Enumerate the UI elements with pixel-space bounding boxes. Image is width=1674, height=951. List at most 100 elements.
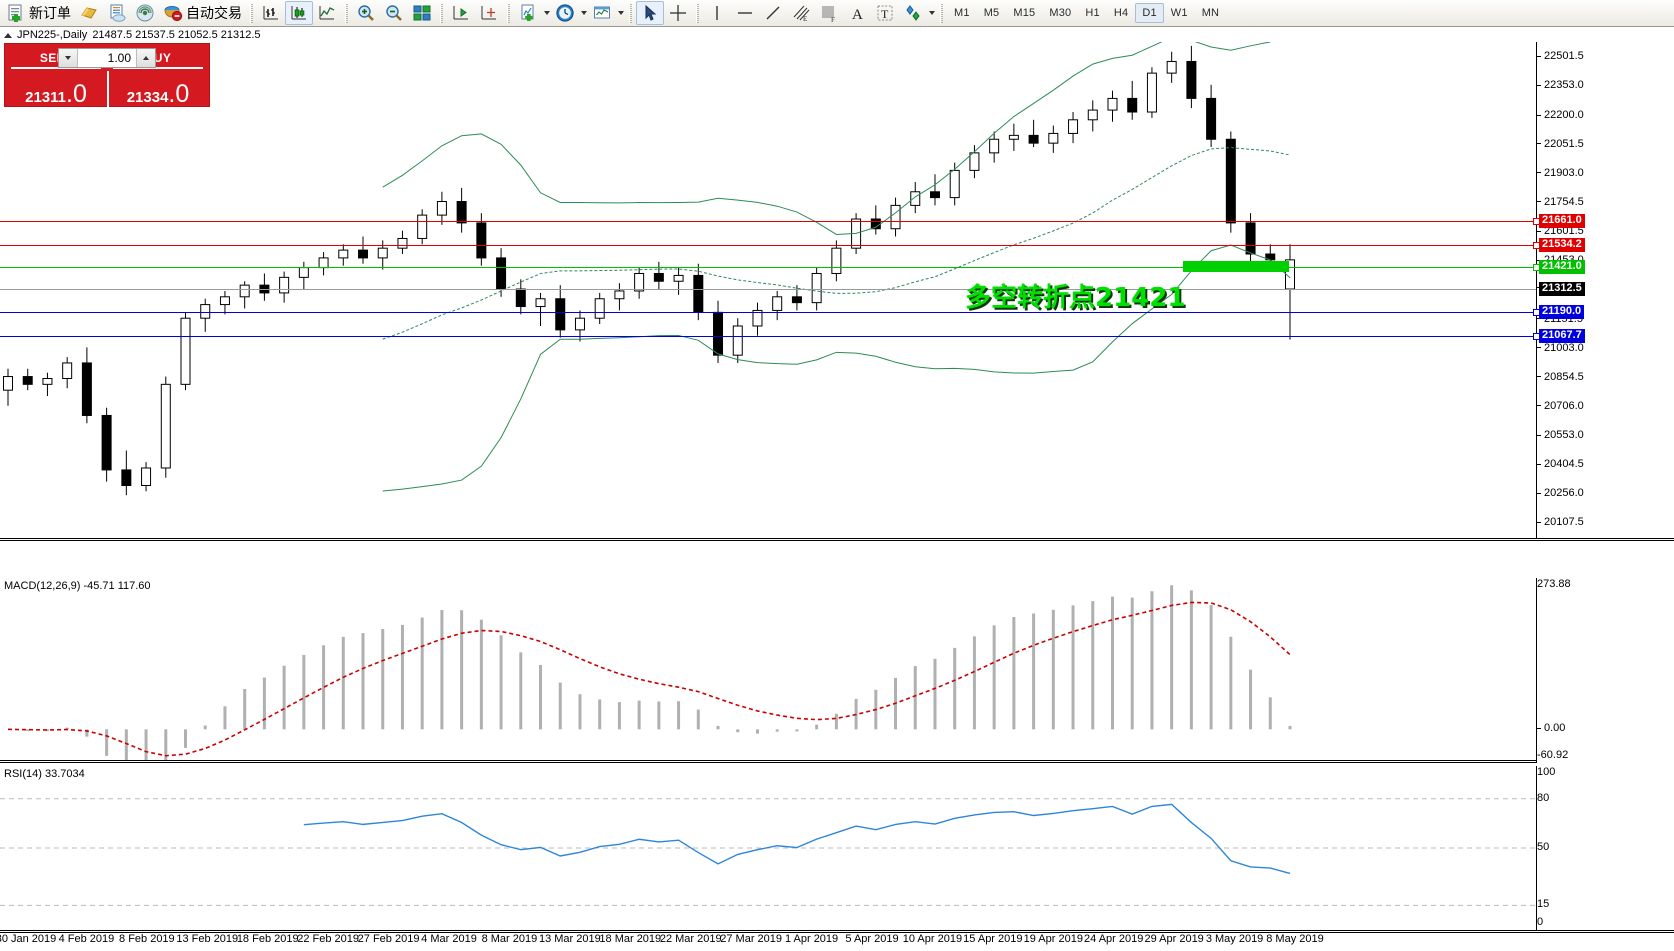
terminal-button[interactable] (103, 1, 131, 25)
sell-price[interactable]: 21311 .0 (5, 70, 107, 108)
date-tick: 4 Mar 2019 (421, 933, 477, 945)
date-tick: 22 Mar 2019 (659, 933, 722, 945)
price-tick: 21903.0 (1537, 167, 1584, 179)
auto-scroll-button[interactable] (475, 1, 503, 25)
tile-windows-button[interactable] (408, 1, 436, 25)
price-tick: 22200.0 (1537, 109, 1584, 121)
shapes-icon (906, 5, 920, 21)
text-box-button[interactable]: T (871, 1, 899, 25)
text-label-button[interactable]: A (843, 1, 871, 25)
toolbar-grip-3[interactable] (440, 3, 443, 23)
pane-separator-1 (0, 538, 1674, 541)
crosshair-button[interactable] (664, 1, 692, 25)
level-line-support[interactable] (0, 333, 1540, 341)
indicators-dropdown-caret[interactable] (542, 3, 551, 23)
shapes-dropdown-caret[interactable] (927, 3, 936, 23)
level-line-pivot[interactable] (0, 264, 1540, 272)
equidistant-channel-button[interactable]: E (787, 1, 815, 25)
volume-increment-button[interactable] (136, 49, 155, 67)
zoom-in-button[interactable] (352, 1, 380, 25)
toolbar-grip-2[interactable] (345, 3, 348, 23)
bar-chart-icon (263, 6, 278, 20)
volume-input[interactable]: 1.00 (107, 51, 131, 65)
timeframe-w1[interactable]: W1 (1170, 7, 1188, 19)
period-button[interactable] (551, 1, 579, 25)
period-dropdown-caret[interactable] (579, 3, 588, 23)
macd-tick: 0.00 (1537, 722, 1565, 734)
rsi-tick: 100 (1537, 766, 1556, 779)
price-tick: 20854.5 (1537, 371, 1584, 383)
volume-stepper[interactable]: 1.00 (58, 48, 156, 68)
timeframe-mn[interactable]: MN (1201, 7, 1220, 19)
cursor-button[interactable] (636, 1, 664, 25)
macd-pane[interactable] (0, 578, 1536, 763)
text-box-icon: T (877, 5, 893, 21)
auto-trading-button[interactable]: 自动交易 (159, 1, 246, 25)
templates-dropdown-caret[interactable] (616, 3, 625, 23)
date-tick: 27 Mar 2019 (720, 933, 783, 945)
collapse-triangle-icon[interactable] (4, 32, 12, 38)
timeframe-h4[interactable]: H4 (1113, 7, 1129, 19)
level-line-resistance[interactable] (0, 217, 1540, 225)
toolbar-grip-4[interactable] (507, 3, 510, 23)
level-line-handle[interactable] (1533, 309, 1540, 317)
toolbar-grip-6[interactable] (696, 3, 699, 23)
trendline-icon (766, 6, 780, 20)
level-line-support[interactable] (0, 309, 1540, 317)
price-tick: 22501.5 (1537, 50, 1584, 62)
bar-chart-button[interactable] (257, 1, 285, 25)
indicators-button[interactable] (514, 1, 542, 25)
buy-price[interactable]: 21334 .0 (107, 70, 209, 108)
date-tick: 19 Apr 2019 (1023, 933, 1083, 945)
equidistant-channel-icon: E (793, 5, 810, 23)
signals-button[interactable] (131, 1, 159, 25)
auto-trading-label: 自动交易 (186, 5, 242, 21)
date-tick: 5 Apr 2019 (845, 933, 899, 945)
timeframe-m30[interactable]: M30 (1049, 7, 1072, 19)
level-line-handle[interactable] (1533, 242, 1540, 250)
templates-button[interactable] (588, 1, 616, 25)
level-line-handle[interactable] (1533, 217, 1540, 225)
rsi-tick: 15 (1537, 898, 1550, 911)
new-order-button[interactable]: 新订单 (2, 1, 75, 25)
date-tick: 13 Feb 2019 (176, 933, 239, 945)
horizontal-line-button[interactable] (731, 1, 759, 25)
price-tag-resistance: 21534.2 (1539, 238, 1585, 253)
rsi-pane[interactable] (0, 766, 1536, 930)
line-chart-button[interactable] (313, 1, 341, 25)
timeframe-h1[interactable]: H1 (1085, 7, 1100, 19)
price-tick: 21754.5 (1537, 196, 1584, 208)
timeframe-m15[interactable]: M15 (1013, 7, 1036, 19)
toolbar-grip-7[interactable] (940, 3, 943, 23)
timeframe-m5[interactable]: M5 (983, 7, 1000, 19)
gold-bar-button[interactable] (75, 1, 103, 25)
date-axis[interactable]: 30 Jan 2019 4 Feb 2019 8 Feb 2019 13 Feb 20… (0, 933, 1674, 951)
toolbar-grip[interactable] (250, 3, 253, 23)
candlestick-chart-button[interactable] (285, 1, 313, 25)
main-chart-pane[interactable] (0, 42, 1540, 538)
level-line-resistance[interactable] (0, 242, 1540, 250)
new-order-label: 新订单 (29, 5, 71, 21)
timeframe-d1[interactable]: D1 (1135, 3, 1164, 23)
level-line-handle[interactable] (1533, 333, 1540, 341)
trendline-button[interactable] (759, 1, 787, 25)
macd-histogram (7, 585, 1292, 763)
chart-shift-button[interactable] (447, 1, 475, 25)
zoom-out-button[interactable] (380, 1, 408, 25)
rsi-tick: 0 (1537, 916, 1544, 929)
price-axis[interactable]: 22501.5 22353.0 22200.0 22051.5 21903.0 21754… (1536, 42, 1674, 538)
buy-price-decimal: .0 (168, 79, 190, 108)
volume-decrement-button[interactable] (59, 49, 78, 67)
price-tick: 20404.5 (1537, 458, 1584, 470)
timeframe-m1[interactable]: M1 (954, 7, 970, 19)
fibonacci-button[interactable]: F (815, 1, 843, 25)
toolbar-grip-5[interactable] (629, 3, 632, 23)
shapes-button[interactable] (899, 1, 927, 25)
vertical-line-button[interactable] (703, 1, 731, 25)
zoom-out-icon (386, 5, 402, 21)
terminal-icon (110, 4, 126, 22)
price-tick: 20553.0 (1537, 429, 1584, 441)
level-line-handle[interactable] (1533, 264, 1540, 272)
pane-separator-3 (0, 930, 1674, 933)
svg-text:A: A (852, 7, 863, 23)
